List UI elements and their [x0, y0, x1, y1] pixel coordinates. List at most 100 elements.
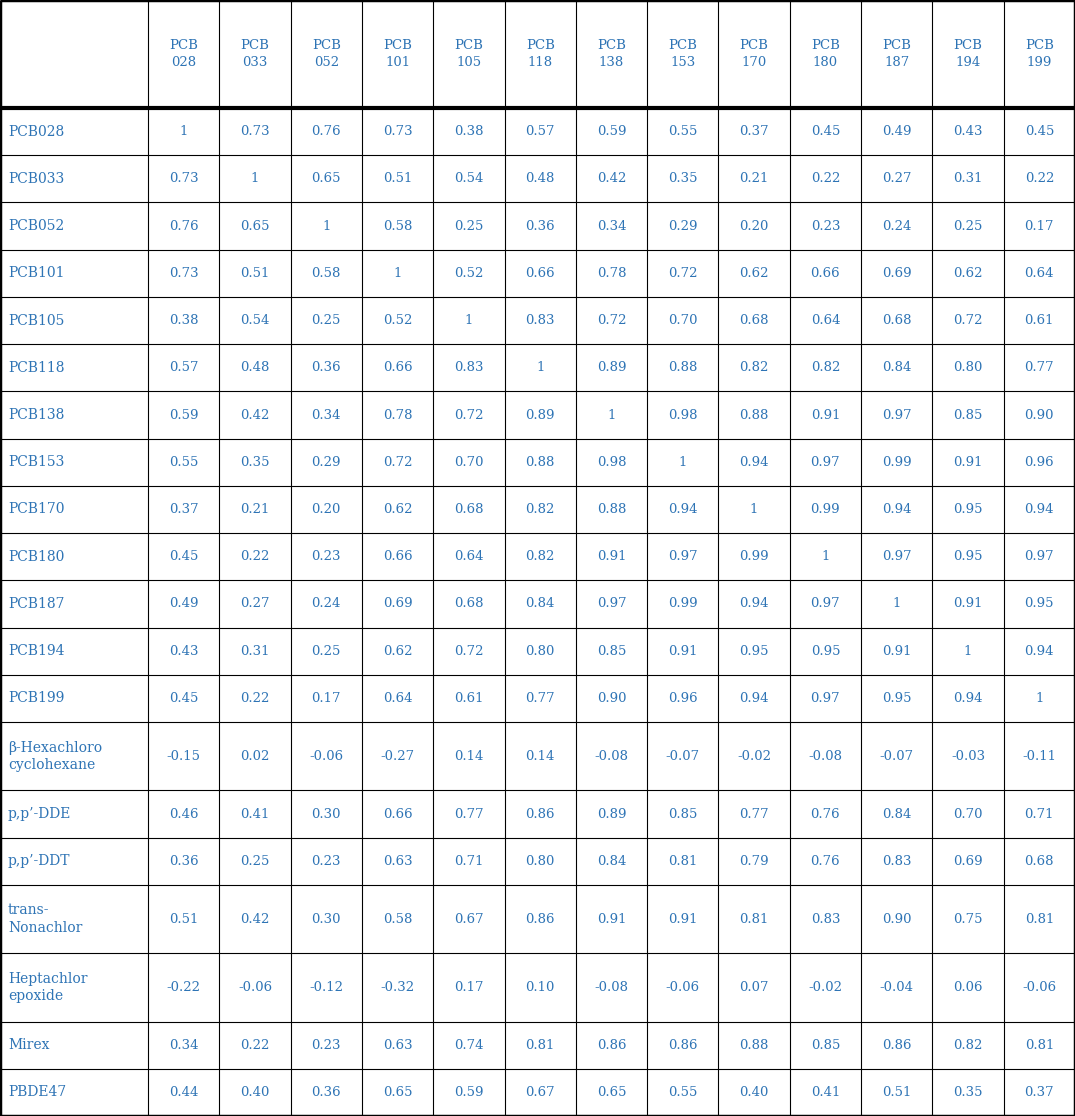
Text: 0.17: 0.17 — [454, 981, 484, 994]
Text: 0.91: 0.91 — [954, 455, 983, 469]
Text: 0.37: 0.37 — [740, 125, 769, 138]
Text: 0.95: 0.95 — [882, 692, 912, 705]
Text: PCB180: PCB180 — [8, 550, 64, 564]
Text: 0.63: 0.63 — [383, 1039, 413, 1051]
Text: PCB052: PCB052 — [8, 219, 64, 233]
Text: 0.25: 0.25 — [312, 314, 341, 327]
Text: 0.89: 0.89 — [526, 408, 555, 422]
Text: 0.48: 0.48 — [241, 362, 270, 374]
Text: 0.86: 0.86 — [597, 1039, 627, 1051]
Text: 0.02: 0.02 — [241, 750, 270, 762]
Text: 0.80: 0.80 — [526, 645, 555, 657]
Text: PBDE47: PBDE47 — [8, 1086, 67, 1099]
Text: 0.38: 0.38 — [454, 125, 484, 138]
Text: 0.95: 0.95 — [954, 550, 983, 564]
Text: PCB028: PCB028 — [8, 125, 64, 138]
Text: 0.36: 0.36 — [169, 855, 199, 868]
Text: 1: 1 — [250, 172, 259, 185]
Text: 0.31: 0.31 — [954, 172, 983, 185]
Text: 0.72: 0.72 — [597, 314, 627, 327]
Text: 0.72: 0.72 — [383, 455, 413, 469]
Text: 0.85: 0.85 — [954, 408, 983, 422]
Text: 0.70: 0.70 — [954, 808, 983, 820]
Text: PCB101: PCB101 — [8, 267, 64, 280]
Text: 1: 1 — [322, 220, 330, 232]
Text: PCB170: PCB170 — [8, 502, 64, 517]
Text: 0.78: 0.78 — [597, 267, 627, 280]
Text: 0.85: 0.85 — [669, 808, 698, 820]
Text: 0.64: 0.64 — [383, 692, 413, 705]
Text: 0.43: 0.43 — [954, 125, 983, 138]
Text: 0.73: 0.73 — [383, 125, 413, 138]
Text: 0.22: 0.22 — [1024, 172, 1054, 185]
Text: -0.06: -0.06 — [238, 981, 272, 994]
Text: 0.81: 0.81 — [526, 1039, 555, 1051]
Text: PCB
028: PCB 028 — [169, 39, 198, 69]
Text: 0.94: 0.94 — [740, 455, 769, 469]
Text: 0.82: 0.82 — [526, 503, 555, 516]
Text: 0.94: 0.94 — [1024, 503, 1055, 516]
Text: 1: 1 — [536, 362, 544, 374]
Text: 0.59: 0.59 — [454, 1086, 484, 1099]
Text: 0.97: 0.97 — [882, 550, 912, 564]
Text: 0.29: 0.29 — [668, 220, 698, 232]
Text: 0.40: 0.40 — [241, 1086, 270, 1099]
Text: -0.11: -0.11 — [1022, 750, 1057, 762]
Text: 0.76: 0.76 — [811, 808, 841, 820]
Text: 0.72: 0.72 — [454, 408, 484, 422]
Text: 0.54: 0.54 — [455, 172, 484, 185]
Text: 0.40: 0.40 — [740, 1086, 769, 1099]
Text: -0.27: -0.27 — [381, 750, 415, 762]
Text: 0.58: 0.58 — [383, 913, 413, 925]
Text: trans-
Nonachlor: trans- Nonachlor — [8, 903, 83, 935]
Text: 0.68: 0.68 — [454, 503, 484, 516]
Text: 0.88: 0.88 — [526, 455, 555, 469]
Text: 0.90: 0.90 — [1024, 408, 1055, 422]
Text: 0.94: 0.94 — [740, 597, 769, 610]
Text: 0.95: 0.95 — [740, 645, 769, 657]
Text: 0.97: 0.97 — [1024, 550, 1055, 564]
Text: 0.58: 0.58 — [312, 267, 341, 280]
Text: 0.94: 0.94 — [1024, 645, 1055, 657]
Text: 0.84: 0.84 — [597, 855, 626, 868]
Text: 0.27: 0.27 — [882, 172, 912, 185]
Text: 0.29: 0.29 — [312, 455, 341, 469]
Text: 0.24: 0.24 — [312, 597, 341, 610]
Text: 0.77: 0.77 — [454, 808, 484, 820]
Text: 0.85: 0.85 — [597, 645, 626, 657]
Text: 1: 1 — [678, 455, 687, 469]
Text: 0.52: 0.52 — [383, 314, 413, 327]
Text: 1: 1 — [464, 314, 473, 327]
Text: 0.94: 0.94 — [668, 503, 698, 516]
Text: 0.41: 0.41 — [811, 1086, 840, 1099]
Text: 0.35: 0.35 — [668, 172, 698, 185]
Text: 0.49: 0.49 — [882, 125, 912, 138]
Text: 0.65: 0.65 — [240, 220, 270, 232]
Text: 0.73: 0.73 — [240, 125, 270, 138]
Text: PCB118: PCB118 — [8, 360, 64, 375]
Text: Mirex: Mirex — [8, 1038, 49, 1052]
Text: 0.25: 0.25 — [455, 220, 484, 232]
Text: 0.62: 0.62 — [954, 267, 983, 280]
Text: 0.74: 0.74 — [454, 1039, 484, 1051]
Text: 0.82: 0.82 — [954, 1039, 983, 1051]
Text: PCB
187: PCB 187 — [883, 39, 912, 69]
Text: 0.22: 0.22 — [811, 172, 840, 185]
Text: 0.45: 0.45 — [169, 692, 199, 705]
Text: 0.86: 0.86 — [526, 913, 555, 925]
Text: PCB
199: PCB 199 — [1024, 39, 1054, 69]
Text: 0.30: 0.30 — [312, 808, 341, 820]
Text: 0.67: 0.67 — [454, 913, 484, 925]
Text: 0.86: 0.86 — [526, 808, 555, 820]
Text: 0.57: 0.57 — [526, 125, 555, 138]
Text: 0.24: 0.24 — [883, 220, 912, 232]
Text: 0.23: 0.23 — [312, 550, 341, 564]
Text: 0.41: 0.41 — [241, 808, 270, 820]
Text: 0.83: 0.83 — [454, 362, 484, 374]
Text: 0.83: 0.83 — [882, 855, 912, 868]
Text: 0.91: 0.91 — [882, 645, 912, 657]
Text: 0.75: 0.75 — [954, 913, 983, 925]
Text: 0.69: 0.69 — [954, 855, 983, 868]
Text: 0.06: 0.06 — [954, 981, 983, 994]
Text: 0.97: 0.97 — [882, 408, 912, 422]
